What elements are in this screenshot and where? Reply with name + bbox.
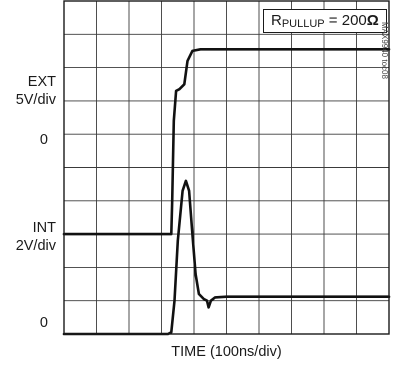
ext-channel-scale: 5V/div: [15, 92, 56, 108]
int-zero-label: 0: [39, 315, 48, 331]
pullup-resistance-annotation: RPULLUP = 200Ω: [263, 9, 387, 33]
annotation-subscript: PULLUP: [281, 18, 325, 30]
int-channel-scale: 2V/div: [15, 238, 56, 254]
ext-zero-label: 0: [39, 132, 48, 148]
figure-id: MAX9940 toc08: [380, 22, 389, 79]
traces: [62, 47, 391, 336]
plot-frame: [63, 0, 390, 335]
annotation-main: R: [271, 12, 282, 29]
x-axis-title: TIME (100ns/div): [171, 344, 282, 360]
int-channel-name: INT: [32, 220, 56, 236]
grid: [64, 1, 389, 334]
int-trace: [62, 179, 391, 336]
annotation-value: = 200: [324, 12, 367, 29]
ext-trace: [62, 47, 391, 236]
annotation-unit: Ω: [366, 12, 379, 29]
ext-channel-name: EXT: [27, 74, 56, 90]
